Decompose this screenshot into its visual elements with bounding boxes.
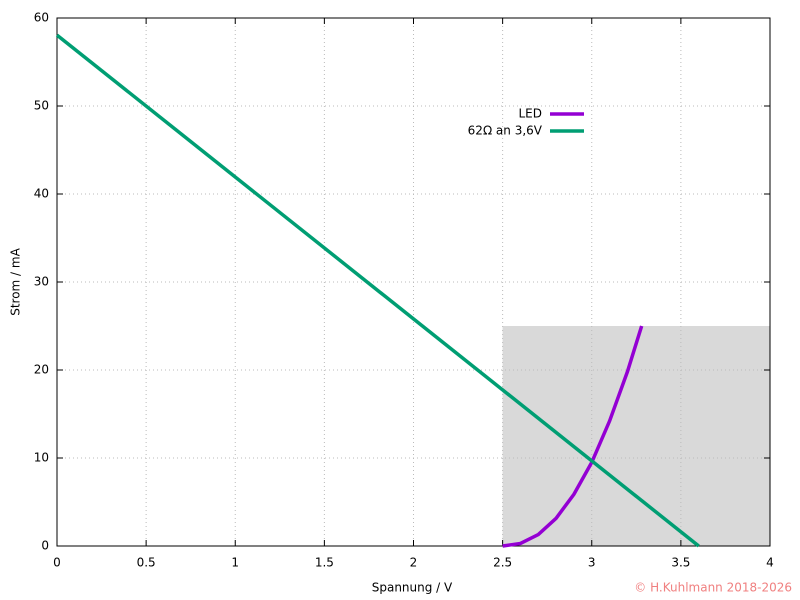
legend-label: 62Ω an 3,6V — [468, 124, 543, 138]
x-tick-label: 4 — [766, 556, 774, 570]
legend-label: LED — [518, 107, 542, 121]
y-tick-label: 20 — [34, 363, 49, 377]
y-tick-label: 10 — [34, 451, 49, 465]
y-axis-label: Strom / mA — [9, 247, 23, 315]
y-tick-label: 60 — [34, 11, 49, 25]
series-line — [502, 325, 644, 548]
y-tick-label: 40 — [34, 187, 49, 201]
x-tick-label: 2 — [410, 556, 418, 570]
plot-border — [56, 17, 771, 547]
copyright: © H.Kuhlmann 2018-2026 — [634, 581, 792, 595]
x-axis-label: Spannung / V — [372, 581, 453, 595]
x-tick-label: 1.5 — [315, 556, 334, 570]
series-line — [55, 33, 700, 548]
x-tick-label: 1 — [231, 556, 239, 570]
x-tick-label: 2.5 — [493, 556, 512, 570]
x-tick-label: 3.5 — [671, 556, 690, 570]
y-tick-label: 0 — [41, 539, 49, 553]
x-tick-label: 0.5 — [137, 556, 156, 570]
x-tick-label: 0 — [53, 556, 61, 570]
highlight-region — [502, 326, 770, 546]
x-tick-label: 3 — [588, 556, 596, 570]
y-tick-label: 50 — [34, 99, 49, 113]
y-tick-label: 30 — [34, 275, 49, 289]
